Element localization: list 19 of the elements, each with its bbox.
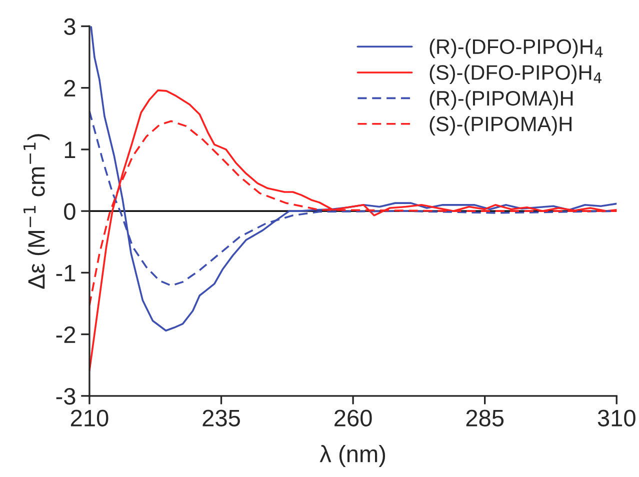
- x-axis-title: λ (nm): [320, 445, 386, 467]
- legend-label: (S)-(PIPOMA)H: [430, 116, 572, 136]
- y-axis-title: Δε (M$^{−1}$ cm$^{−1}$): [24, 134, 50, 289]
- y-tick-label: 0: [64, 203, 76, 220]
- x-tick-label: 285: [466, 410, 504, 426]
- x-tick-label: 310: [598, 410, 636, 426]
- legend-label: (R)-(DFO-PIPO)H$_{4}$: [430, 38, 603, 58]
- y-tick-label: 3: [64, 18, 76, 36]
- x-tick-label: 260: [334, 410, 372, 426]
- x-tick-label: 235: [202, 410, 240, 426]
- x-tick-label: 210: [70, 410, 108, 426]
- y-tick-label: -2: [56, 326, 76, 343]
- line-series: [90, 26, 617, 332]
- y-tick-label: -1: [56, 264, 76, 282]
- legend-label: (R)-(PIPOMA)H: [430, 90, 573, 110]
- legend-label: (S)-(DFO-PIPO)H$_{4}$: [430, 64, 602, 84]
- y-tick-label: 2: [64, 80, 76, 96]
- y-tick-label: -3: [56, 388, 76, 405]
- y-tick-label: 1: [64, 142, 76, 158]
